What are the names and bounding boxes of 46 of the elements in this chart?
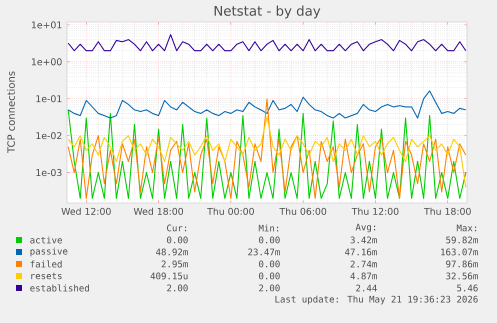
text: Cur: <box>167 224 186 232</box>
chart-title: Netstat - by day <box>214 6 320 18</box>
x-tick-label: Wed 12:00 <box>61 208 111 215</box>
text: 59.82m <box>446 236 478 244</box>
text: 97.86m <box>446 260 478 268</box>
legend-label: resets <box>31 272 62 280</box>
y-tick-label: 1e+01 <box>32 21 62 28</box>
x-tick-label: Thu 12:00 <box>352 208 398 215</box>
text: 23.47m <box>248 248 280 256</box>
x-tick-label: Thu 18:00 <box>424 208 471 215</box>
text: Avg: <box>356 224 376 232</box>
line-series <box>68 34 466 52</box>
text: 2.00 <box>259 284 280 292</box>
text: 32.56m <box>446 272 478 280</box>
text: 0.00 <box>259 260 280 268</box>
text: 2.74m <box>350 260 377 268</box>
text: 3.42m <box>350 236 377 244</box>
text: 0.00 <box>167 236 188 244</box>
text: 0.00 <box>259 236 280 244</box>
x-tick-label: Wed 18:00 <box>134 208 184 215</box>
legend-label: active <box>30 236 62 244</box>
y-tick-label: 1e-03 <box>36 169 62 176</box>
text: 2.95m <box>162 260 188 268</box>
text: 0.00 <box>259 272 280 280</box>
text: 47.16m <box>345 248 377 256</box>
text: 5.46 <box>457 284 478 292</box>
legend-label: failed <box>30 260 62 268</box>
text: Min: <box>258 224 278 232</box>
text: 4.87m <box>350 272 377 280</box>
text: Max: <box>456 224 476 232</box>
text: Last update: Thu May 21 19:36:23 2026 <box>275 296 478 304</box>
text: 2.00 <box>167 284 188 292</box>
y-tick-label: 1e+00 <box>32 58 62 66</box>
text: 409.15u <box>150 272 188 280</box>
y-axis-title: TCP connections <box>7 71 15 154</box>
y-tick-label: 1e-02 <box>36 132 62 140</box>
x-tick-label: Thu 06:00 <box>279 208 326 215</box>
text: 163.07m <box>441 248 478 256</box>
legend-label: passive <box>30 248 68 256</box>
legend-label: established <box>30 284 89 292</box>
y-tick-label: 1e-01 <box>36 95 62 102</box>
line-series <box>68 116 466 188</box>
text: 2.44 <box>356 284 377 292</box>
x-tick-label: Thu 00:00 <box>207 208 254 215</box>
line-series <box>68 90 466 119</box>
text: 48.92m <box>156 248 188 256</box>
